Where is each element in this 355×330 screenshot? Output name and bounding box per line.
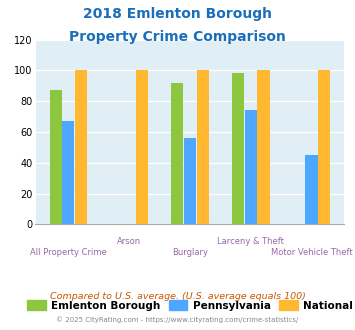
Text: Motor Vehicle Theft: Motor Vehicle Theft [271,248,352,257]
Text: Burglary: Burglary [172,248,208,257]
Text: All Property Crime: All Property Crime [30,248,107,257]
Text: Compared to U.S. average. (U.S. average equals 100): Compared to U.S. average. (U.S. average … [50,292,305,301]
Text: © 2025 CityRating.com - https://www.cityrating.com/crime-statistics/: © 2025 CityRating.com - https://www.city… [56,317,299,323]
Bar [50,90,62,224]
Bar [197,70,209,224]
Text: 2018 Emlenton Borough: 2018 Emlenton Borough [83,7,272,20]
Bar [184,138,196,224]
Bar [305,155,318,224]
Bar [232,74,244,224]
Bar [62,121,75,224]
Text: Property Crime Comparison: Property Crime Comparison [69,30,286,44]
Bar [171,83,183,224]
Bar [257,70,269,224]
Text: Arson: Arson [117,237,141,246]
Bar [136,70,148,224]
Text: Larceny & Theft: Larceny & Theft [217,237,284,246]
Bar [75,70,87,224]
Bar [245,111,257,224]
Bar [318,70,330,224]
Legend: Emlenton Borough, Pennsylvania, National: Emlenton Borough, Pennsylvania, National [23,296,355,315]
